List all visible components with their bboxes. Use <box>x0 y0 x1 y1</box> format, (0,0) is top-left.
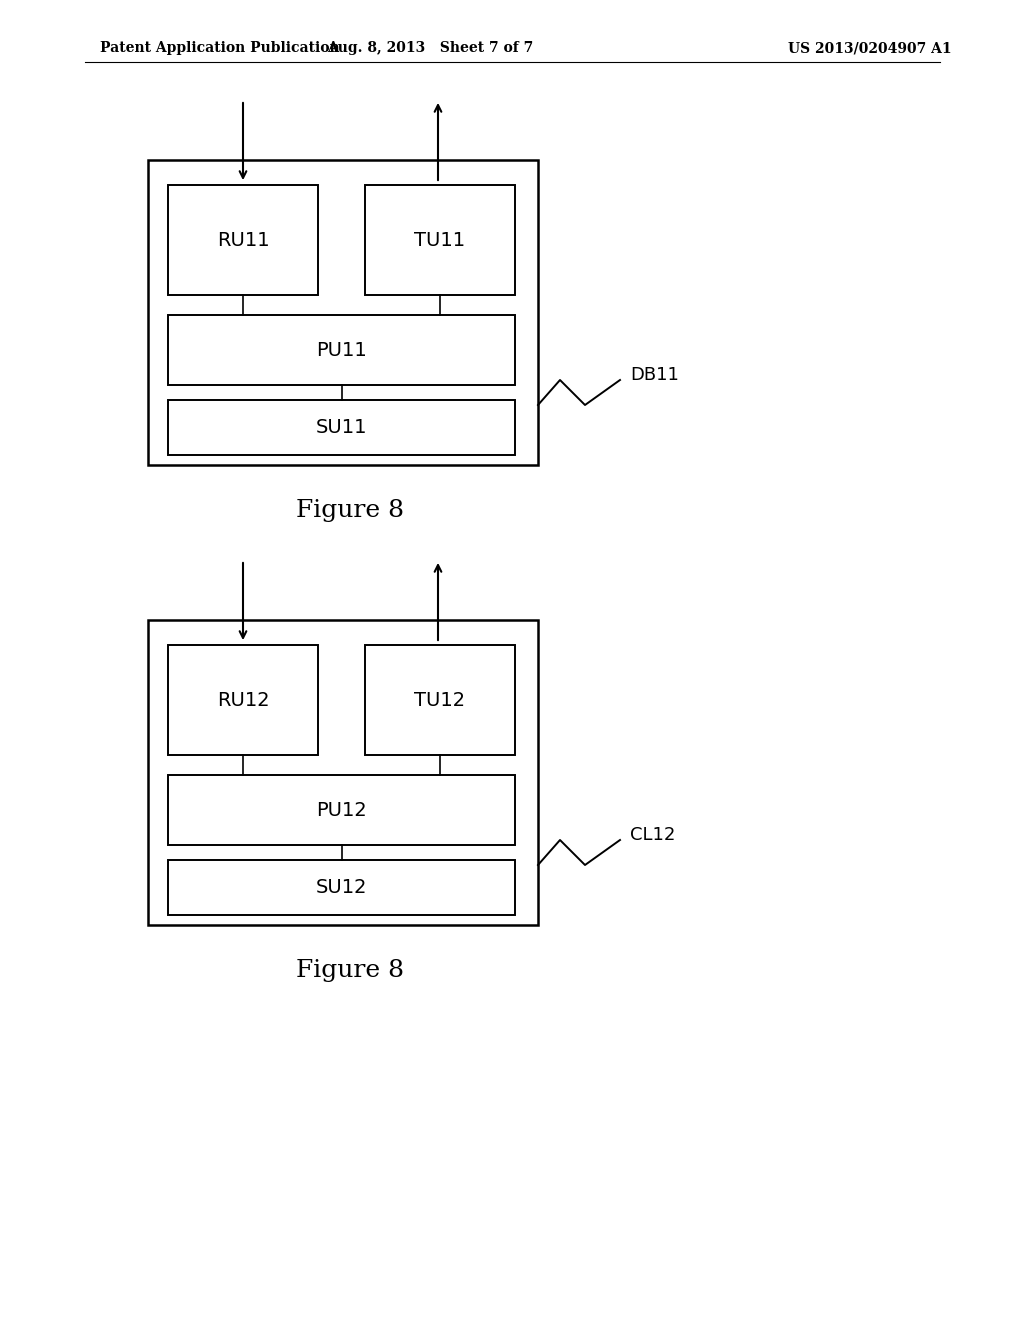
Text: Figure 8: Figure 8 <box>296 499 404 521</box>
Text: US 2013/0204907 A1: US 2013/0204907 A1 <box>788 41 952 55</box>
Bar <box>148 160 538 465</box>
Bar <box>168 775 515 845</box>
Text: PU11: PU11 <box>316 341 367 359</box>
Bar <box>148 620 538 925</box>
Text: RU12: RU12 <box>217 690 269 710</box>
Text: PU12: PU12 <box>316 800 367 820</box>
Text: Figure 8: Figure 8 <box>296 958 404 982</box>
Text: RU11: RU11 <box>217 231 269 249</box>
Bar <box>365 185 515 294</box>
Text: Aug. 8, 2013   Sheet 7 of 7: Aug. 8, 2013 Sheet 7 of 7 <box>327 41 534 55</box>
Text: Patent Application Publication: Patent Application Publication <box>100 41 340 55</box>
Bar <box>168 645 318 755</box>
Text: CL12: CL12 <box>630 826 676 843</box>
Bar <box>168 400 515 455</box>
Bar <box>168 861 515 915</box>
Bar <box>168 315 515 385</box>
Bar <box>365 645 515 755</box>
Text: SU11: SU11 <box>315 418 368 437</box>
Text: SU12: SU12 <box>315 878 368 898</box>
Text: TU12: TU12 <box>415 690 466 710</box>
Text: TU11: TU11 <box>415 231 466 249</box>
Bar <box>168 185 318 294</box>
Text: DB11: DB11 <box>630 366 679 384</box>
